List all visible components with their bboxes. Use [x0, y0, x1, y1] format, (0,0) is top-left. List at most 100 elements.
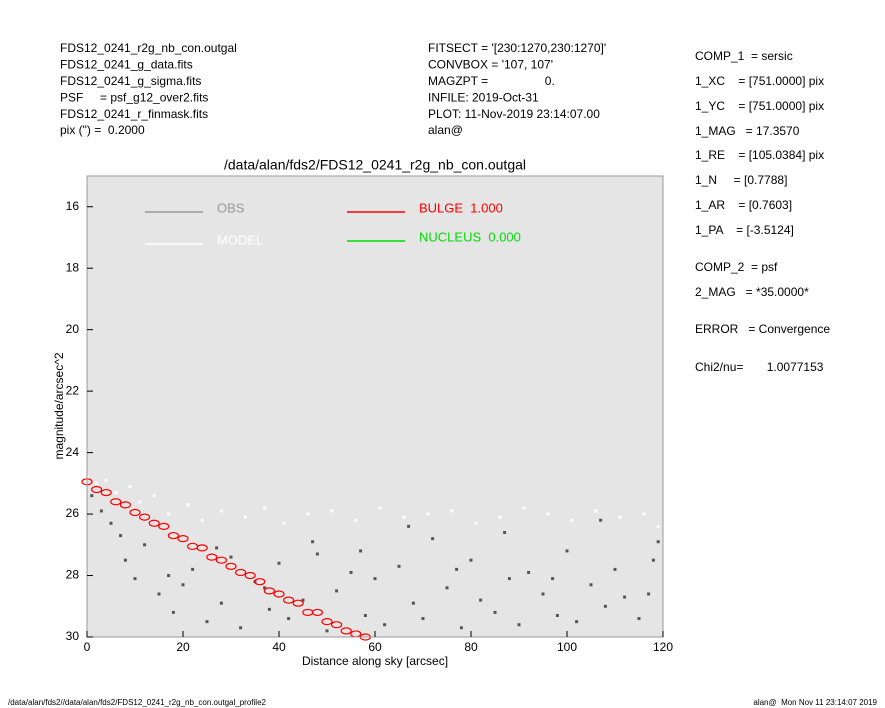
data-point: [123, 558, 127, 562]
data-point: [656, 524, 660, 528]
data-point: [498, 515, 502, 519]
data-point: [555, 613, 559, 617]
bulge-point: [263, 587, 275, 595]
data-point: [618, 515, 622, 519]
fit-parameter: ERROR = Convergence: [695, 322, 830, 336]
bulge-point: [148, 519, 160, 527]
data-point: [402, 515, 406, 519]
data-point: [306, 512, 310, 516]
fit-parameter: 1_YC = [751.0000] pix: [695, 99, 824, 113]
data-point: [229, 555, 233, 559]
data-point: [335, 589, 339, 593]
data-point: [411, 601, 415, 605]
data-point: [167, 574, 171, 578]
data-point: [311, 540, 315, 544]
data-point: [479, 598, 483, 602]
data-point: [493, 610, 497, 614]
data-point: [152, 494, 156, 498]
bulge-point: [100, 488, 112, 497]
data-point: [603, 604, 607, 608]
data-point: [354, 518, 358, 522]
data-point: [239, 626, 243, 630]
data-point: [330, 509, 334, 513]
footer-right: alan@ Mon Nov 11 23:14:07 2019: [753, 698, 877, 707]
data-point: [421, 617, 425, 621]
info-text: alan@: [428, 123, 463, 137]
bulge-point: [273, 590, 285, 598]
data-point: [128, 484, 132, 488]
data-point: [133, 577, 137, 581]
data-point: [507, 577, 511, 581]
data-point: [95, 481, 99, 485]
info-text: FITSECT = '[230:1270,230:1270]': [428, 41, 606, 55]
data-point: [589, 583, 593, 587]
data-point: [363, 613, 367, 617]
fit-parameter: 1_MAG = 17.3570: [695, 124, 800, 138]
data-point: [243, 515, 247, 519]
data-point: [642, 512, 646, 516]
y-tick-label: 28: [66, 568, 80, 582]
bulge-point: [206, 553, 218, 561]
data-point: [623, 595, 627, 599]
fit-parameter: 1_RE = [105.0384] pix: [695, 148, 824, 162]
y-tick-label: 16: [66, 199, 80, 213]
info-text: FDS12_0241_g_data.fits: [60, 58, 193, 72]
y-tick-label: 22: [66, 383, 80, 397]
data-point: [647, 592, 651, 596]
x-axis-label: Distance along sky [arcsec]: [302, 654, 448, 668]
y-axis-label: magnitude/arcsec^2: [52, 352, 66, 459]
data-point: [407, 524, 411, 528]
legend-label: MODEL: [217, 232, 263, 247]
data-point: [181, 583, 185, 587]
data-point: [459, 626, 463, 630]
bulge-point: [331, 621, 343, 629]
info-text: pix (") = 0.2000: [60, 123, 145, 137]
data-point: [503, 531, 507, 535]
data-point: [450, 509, 454, 513]
x-tick-label: 0: [84, 640, 91, 654]
data-point: [315, 552, 319, 556]
info-text: PSF = psf_g12_over2.fits: [60, 90, 208, 104]
bulge-point: [283, 596, 295, 604]
data-point: [325, 629, 329, 633]
plot-area: [86, 175, 664, 638]
footer-left: /data/alan/fds2//data/alan/fds2/FDS12_02…: [8, 698, 267, 707]
data-point: [282, 521, 286, 525]
fit-parameter: COMP_2 = psf: [695, 260, 778, 274]
bulge-point: [340, 627, 352, 635]
data-point: [219, 509, 223, 513]
data-point: [200, 518, 204, 522]
data-point: [575, 620, 579, 624]
x-tick-label: 40: [272, 640, 286, 654]
bulge-point: [139, 513, 151, 521]
info-text: INFILE: 2019-Oct-31: [428, 90, 539, 104]
bulge-point: [196, 544, 208, 552]
bulge-point: [167, 531, 179, 540]
data-point: [383, 623, 387, 627]
data-point: [267, 607, 271, 611]
y-tick-label: 18: [66, 260, 80, 274]
data-point: [517, 623, 521, 627]
data-point: [109, 521, 113, 525]
data-point: [378, 506, 382, 510]
info-text: CONVBOX = '107, 107': [428, 58, 553, 72]
info-text: FDS12_0241_g_sigma.fits: [60, 74, 201, 88]
data-point: [104, 478, 108, 482]
x-tick-label: 100: [557, 640, 577, 654]
data-point: [191, 567, 195, 571]
data-point: [277, 561, 281, 565]
fit-parameter: Chi2/nu= 1.0077153: [695, 360, 824, 374]
data-point: [143, 543, 147, 547]
bulge-point: [321, 618, 333, 626]
data-point: [138, 500, 142, 504]
bulge-point: [225, 562, 237, 570]
x-tick-label: 80: [464, 640, 478, 654]
data-point: [546, 512, 550, 516]
data-point: [114, 491, 118, 495]
info-text: FDS12_0241_r_finmask.fits: [60, 107, 208, 121]
legend-label: OBS: [217, 200, 245, 215]
data-point: [397, 564, 401, 568]
bulge-point: [177, 535, 189, 543]
bulge-point: [215, 556, 227, 564]
